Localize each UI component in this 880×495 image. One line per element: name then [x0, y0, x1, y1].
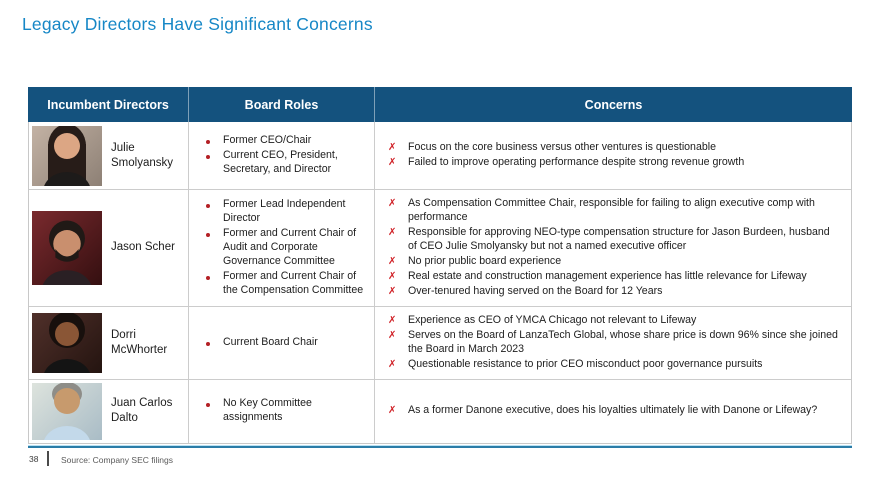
concern-item: Responsible for approving NEO-type compe…: [386, 226, 841, 254]
concerns-list: Focus on the core business versus other …: [375, 134, 851, 177]
headshot-photo: [32, 210, 102, 285]
headshot-photo: [32, 312, 102, 373]
director-cell: Dorri McWhorter: [29, 307, 188, 379]
concern-item: No prior public board experience: [386, 255, 841, 269]
concerns-list: Experience as CEO of YMCA Chicago not re…: [375, 307, 851, 379]
concern-item: As a former Danone executive, does his l…: [386, 404, 841, 418]
board-role-item: Current CEO, President, Secretary, and D…: [203, 149, 368, 177]
board-roles-list: Former CEO/Chair Current CEO, President, …: [189, 127, 374, 184]
concerns-list: As a former Danone executive, does his l…: [375, 397, 851, 425]
concerns-cell: As a former Danone executive, does his l…: [374, 379, 851, 443]
concerns-list: As Compensation Committee Chair, respons…: [375, 190, 851, 306]
table-header-row: Incumbent Directors Board Roles Concerns: [28, 87, 852, 122]
table-row: Jason Scher Former Lead Independent Dire…: [29, 189, 851, 306]
director-name: Jason Scher: [111, 241, 175, 254]
directors-table: Incumbent Directors Board Roles Concerns…: [28, 87, 852, 444]
table-row: Julie Smolyansky Former CEO/Chair Current…: [29, 122, 851, 189]
board-role-item: Former and Current Chair of Audit and Co…: [203, 227, 368, 269]
concern-item: Questionable resistance to prior CEO mis…: [386, 358, 841, 372]
concern-item: Focus on the core business versus other …: [386, 141, 841, 155]
board-roles-list: No Key Committee assignments: [189, 390, 374, 432]
board-roles-list: Former Lead Independent Director Former a…: [189, 191, 374, 305]
column-header-concerns: Concerns: [374, 87, 852, 122]
director-cell: Julie Smolyansky: [29, 122, 188, 189]
director-cell: Jason Scher: [29, 190, 188, 306]
director-name: Juan Carlos Dalto: [111, 397, 173, 425]
page-title: Legacy Directors Have Significant Concer…: [22, 14, 373, 34]
concern-item: Failed to improve operating performance …: [386, 156, 841, 170]
board-role-item: Former CEO/Chair: [203, 134, 368, 148]
board-roles-cell: Current Board Chair: [188, 306, 374, 379]
board-role-item: No Key Committee assignments: [203, 397, 368, 425]
concern-item: Experience as CEO of YMCA Chicago not re…: [386, 314, 841, 328]
concern-item: Over-tenured having served on the Board …: [386, 285, 841, 299]
headshot-photo: [32, 382, 102, 440]
concerns-cell: Experience as CEO of YMCA Chicago not re…: [374, 306, 851, 379]
board-roles-cell: Former CEO/Chair Current CEO, President, …: [188, 122, 374, 189]
board-role-item: Former and Current Chair of the Compensa…: [203, 270, 368, 298]
board-role-item: Former Lead Independent Director: [203, 198, 368, 226]
footer-divider: [47, 451, 49, 466]
director-name: Dorri McWhorter: [111, 328, 168, 356]
table-row: Dorri McWhorter Current Board Chair Expe…: [29, 305, 851, 379]
board-roles-list: Current Board Chair: [189, 329, 374, 357]
concern-item: Real estate and construction management …: [386, 270, 841, 284]
board-roles-cell: Former Lead Independent Director Former a…: [188, 190, 374, 306]
director-cell: Juan Carlos Dalto: [29, 380, 188, 443]
source-note: Source: Company SEC filings: [61, 455, 173, 465]
concerns-cell: As Compensation Committee Chair, respons…: [374, 190, 851, 306]
headshot-photo: [32, 125, 102, 186]
concerns-cell: Focus on the core business versus other …: [374, 122, 851, 189]
concern-item: Serves on the Board of LanzaTech Global,…: [386, 329, 841, 357]
footer-accent-line: [28, 445, 852, 448]
board-role-item: Current Board Chair: [203, 336, 368, 350]
director-name: Julie Smolyansky: [111, 141, 173, 169]
concern-item: As Compensation Committee Chair, respons…: [386, 197, 841, 225]
board-roles-cell: No Key Committee assignments: [188, 379, 374, 443]
table-row: Juan Carlos Dalto No Key Committee assig…: [29, 378, 851, 443]
column-header-incumbent-directors: Incumbent Directors: [47, 97, 169, 112]
page-number: 38: [29, 454, 39, 464]
column-header-board-roles: Board Roles: [188, 87, 374, 122]
